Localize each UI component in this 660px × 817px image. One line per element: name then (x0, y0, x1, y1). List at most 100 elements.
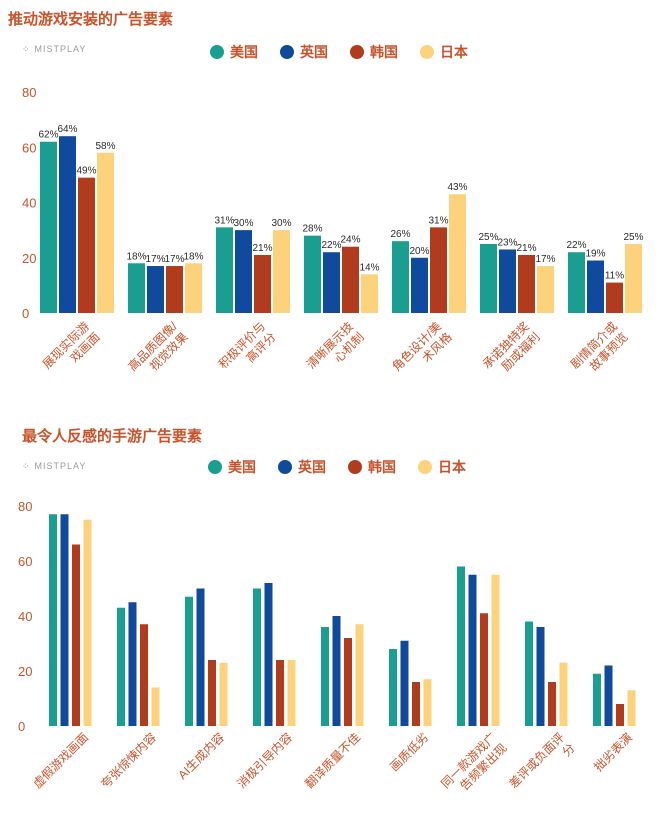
legend-label: 英国 (300, 44, 328, 60)
x-tick-line: 消极引导内容 (234, 730, 296, 792)
data-label: 17% (164, 254, 184, 265)
bar-jp (491, 574, 500, 726)
bar-jp (361, 274, 378, 313)
bar-uk (59, 136, 76, 313)
data-label: 14% (359, 262, 379, 273)
bar-uk (604, 665, 613, 726)
bar-kr (344, 638, 352, 726)
bar-kr (342, 246, 359, 313)
logo-text: MISTPLAY (34, 461, 87, 471)
bar-uk (587, 260, 604, 313)
bar-uk (196, 588, 205, 726)
bar-uk (128, 602, 137, 726)
data-label: 19% (585, 249, 605, 260)
y-tick-label: 20 (22, 251, 36, 266)
bar-jp (559, 662, 568, 726)
bar-kr (548, 682, 556, 726)
mistplay-logo: ⁘ MISTPLAY (22, 461, 86, 472)
bar-uk (468, 574, 477, 726)
bar-jp (83, 519, 92, 726)
x-tick-label: 翻译质量不佳 (302, 730, 363, 791)
data-label: 30% (271, 218, 291, 229)
legend-item-jp: 日本 (418, 457, 466, 477)
bar-us (117, 607, 125, 726)
x-tick-label: 虚假游戏画面 (30, 730, 91, 791)
data-label: 11% (605, 271, 624, 282)
bar-kr (412, 682, 420, 726)
data-label: 17% (145, 254, 165, 265)
chart1-legend: 美国 英国 韩国 日本 (210, 42, 468, 62)
bar-us (480, 243, 497, 313)
bar-jp (287, 660, 296, 726)
legend-swatch-uk (280, 45, 294, 59)
bar-uk (60, 514, 69, 726)
bar-jp (423, 679, 432, 726)
bar-kr (166, 266, 183, 313)
bar-us (593, 673, 601, 726)
legend-swatch-uk (278, 460, 292, 474)
bar-us (304, 235, 321, 313)
data-label: 64% (57, 124, 77, 135)
bar-kr (78, 177, 95, 313)
bar-us (525, 621, 533, 726)
bar-kr (276, 660, 284, 726)
bar-us (568, 252, 585, 313)
x-tick-label: 差评或负面评分 (506, 730, 577, 801)
legend-swatch-kr (348, 460, 362, 474)
data-label: 25% (478, 232, 498, 243)
y-tick-label: 80 (22, 85, 36, 100)
bar-kr (480, 613, 488, 726)
logo-text: MISTPLAY (34, 44, 87, 54)
bar-us (321, 627, 329, 726)
chart2-legend: 美国 英国 韩国 日本 (208, 457, 466, 477)
legend-label: 日本 (440, 44, 468, 60)
data-label: 49% (76, 166, 96, 177)
bar-kr (518, 254, 535, 313)
bar-jp (355, 624, 364, 726)
legend-item-kr: 韩国 (348, 457, 396, 477)
bar-uk (499, 249, 516, 313)
x-tick-line: 画质低劣 (387, 730, 431, 774)
bar-jp (625, 243, 642, 313)
bar-kr (72, 544, 80, 726)
bar-jp (185, 263, 202, 313)
x-tick-label: 夸张惊悚内容 (98, 730, 160, 792)
data-label: 31% (428, 215, 448, 226)
data-label: 17% (535, 254, 555, 265)
bar-us (49, 514, 57, 726)
legend-swatch-jp (420, 45, 434, 59)
bar-kr (140, 624, 148, 726)
data-label: 18% (183, 251, 203, 262)
legend-label: 韩国 (370, 44, 398, 60)
bar-uk (147, 266, 164, 313)
y-tick-label: 60 (18, 554, 32, 569)
bar-kr (254, 254, 271, 313)
bar-kr (616, 704, 624, 726)
bar-us (185, 596, 193, 726)
legend-label: 日本 (438, 459, 466, 475)
bar-jp (97, 152, 114, 313)
data-label: 62% (38, 130, 58, 141)
y-tick-label: 80 (18, 499, 32, 514)
x-tick-line: 差评或负面评 (506, 730, 567, 791)
chart2-title: 最令人反感的手游广告要素 (22, 428, 203, 445)
bar-us (389, 649, 397, 726)
data-label: 20% (409, 246, 429, 257)
legend-item-kr: 韩国 (350, 42, 398, 62)
legend-item-uk: 英国 (278, 457, 326, 477)
data-label: 31% (214, 215, 234, 226)
bar-uk (411, 257, 428, 313)
data-label: 43% (447, 182, 467, 193)
data-label: 26% (390, 229, 410, 240)
legend-label: 美国 (230, 44, 258, 60)
y-tick-label: 40 (18, 609, 32, 624)
mistplay-logo: ⁘ MISTPLAY (22, 44, 86, 55)
bar-us (457, 566, 465, 726)
legend-swatch-jp (418, 460, 432, 474)
bar-us (253, 588, 261, 726)
legend-item-jp: 日本 (420, 42, 468, 62)
data-label: 30% (233, 218, 253, 229)
legend-swatch-us (210, 45, 224, 59)
chart1-title: 推动游戏安装的广告要素 (8, 11, 174, 28)
